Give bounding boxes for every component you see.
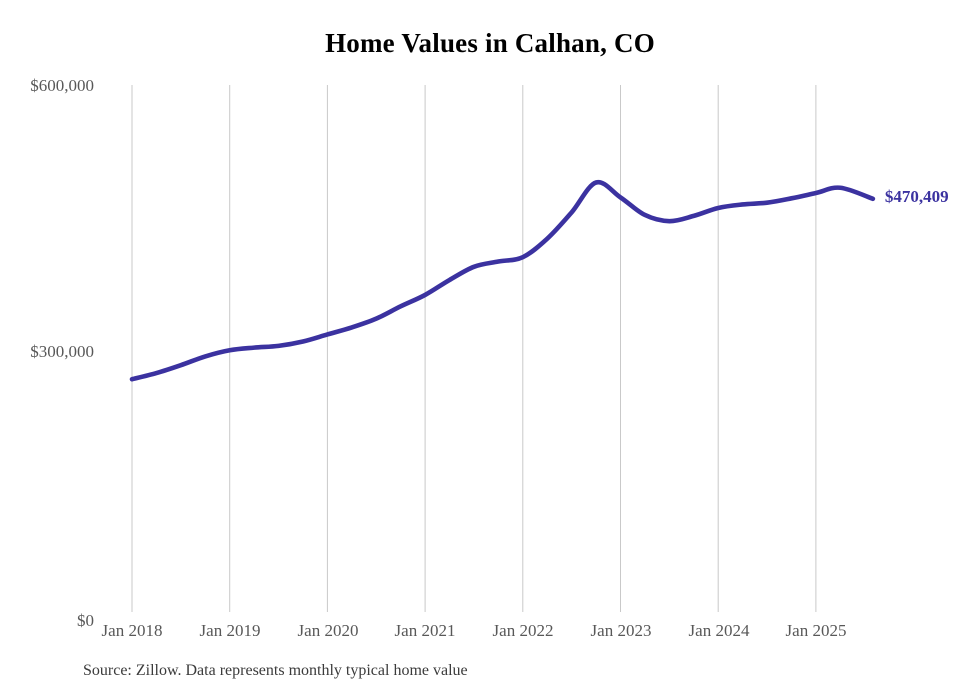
y-axis-tick-label-300000: $300,000 — [30, 342, 94, 361]
series-line-typical-home-value — [129, 179, 876, 382]
y-axis-tick-label-0: $0 — [77, 611, 94, 630]
x-axis-tick-label-jan-2020: Jan 2020 — [297, 621, 359, 640]
end-value-annotation: $470,409 — [884, 186, 949, 206]
x-axis-tick-label-jan-2024: Jan 2024 — [688, 621, 750, 640]
x-axis-tick-label-jan-2023: Jan 2023 — [590, 621, 652, 640]
x-axis-tick-label-jan-2018: Jan 2018 — [101, 621, 163, 640]
y-axis-tick-label-600000: $600,000 — [30, 76, 94, 95]
x-axis-tick-label-jan-2025: Jan 2025 — [785, 621, 847, 640]
source-note: Source: Zillow. Data represents monthly … — [83, 662, 468, 679]
chart-title: Home Values in Calhan, CO — [325, 28, 655, 58]
x-axis-tick-label-jan-2022: Jan 2022 — [492, 621, 554, 640]
x-axis-tick-label-jan-2021: Jan 2021 — [394, 621, 456, 640]
x-axis-tick-label-jan-2019: Jan 2019 — [199, 621, 261, 640]
